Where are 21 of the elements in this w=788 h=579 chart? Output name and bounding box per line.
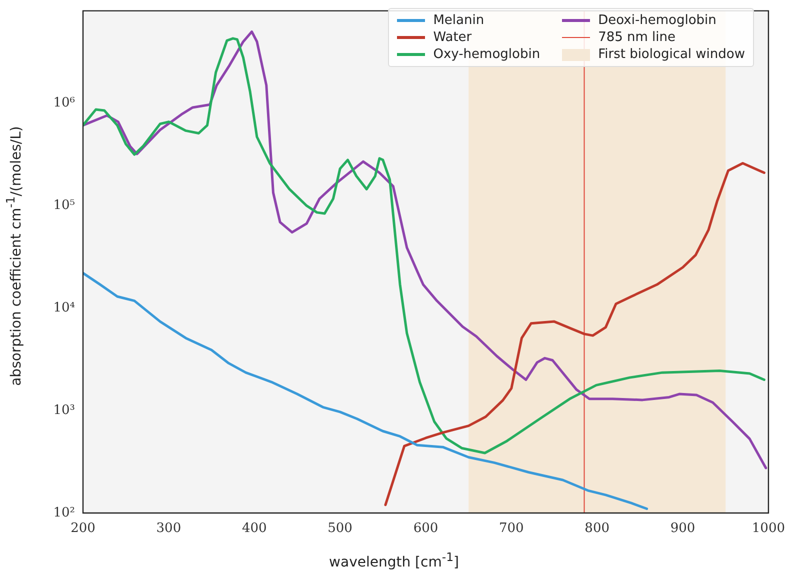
x-tick-label: 600 bbox=[413, 521, 438, 536]
y-tick-label: 10³ bbox=[53, 402, 75, 418]
y-tick-label: 10⁶ bbox=[53, 96, 75, 111]
x-tick-label: 200 bbox=[70, 521, 96, 536]
x-tick-label: 1000 bbox=[752, 521, 786, 536]
legend-label: Oxy-hemoglobin bbox=[433, 47, 540, 62]
legend-label: Deoxi-hemoglobin bbox=[598, 13, 716, 28]
legend-label: Melanin bbox=[433, 13, 484, 28]
x-tick-label: 300 bbox=[156, 521, 182, 536]
y-tick-label: 10⁵ bbox=[53, 198, 75, 214]
legend-label: Water bbox=[433, 30, 472, 45]
band-label: First biological window bbox=[598, 47, 745, 62]
x-tick-label: 700 bbox=[498, 521, 524, 536]
ref-line-label: 785 nm line bbox=[598, 30, 676, 45]
x-tick-label: 900 bbox=[670, 521, 696, 536]
x-tick-label: 400 bbox=[242, 521, 267, 536]
x-tick-label: 800 bbox=[584, 521, 610, 536]
x-axis-title: wavelength [cm$^{-1}$] bbox=[328, 550, 460, 571]
x-tick-label: 500 bbox=[328, 521, 352, 536]
y-tick-label: 10² bbox=[53, 505, 75, 520]
y-tick-label: 10⁴ bbox=[53, 300, 75, 316]
